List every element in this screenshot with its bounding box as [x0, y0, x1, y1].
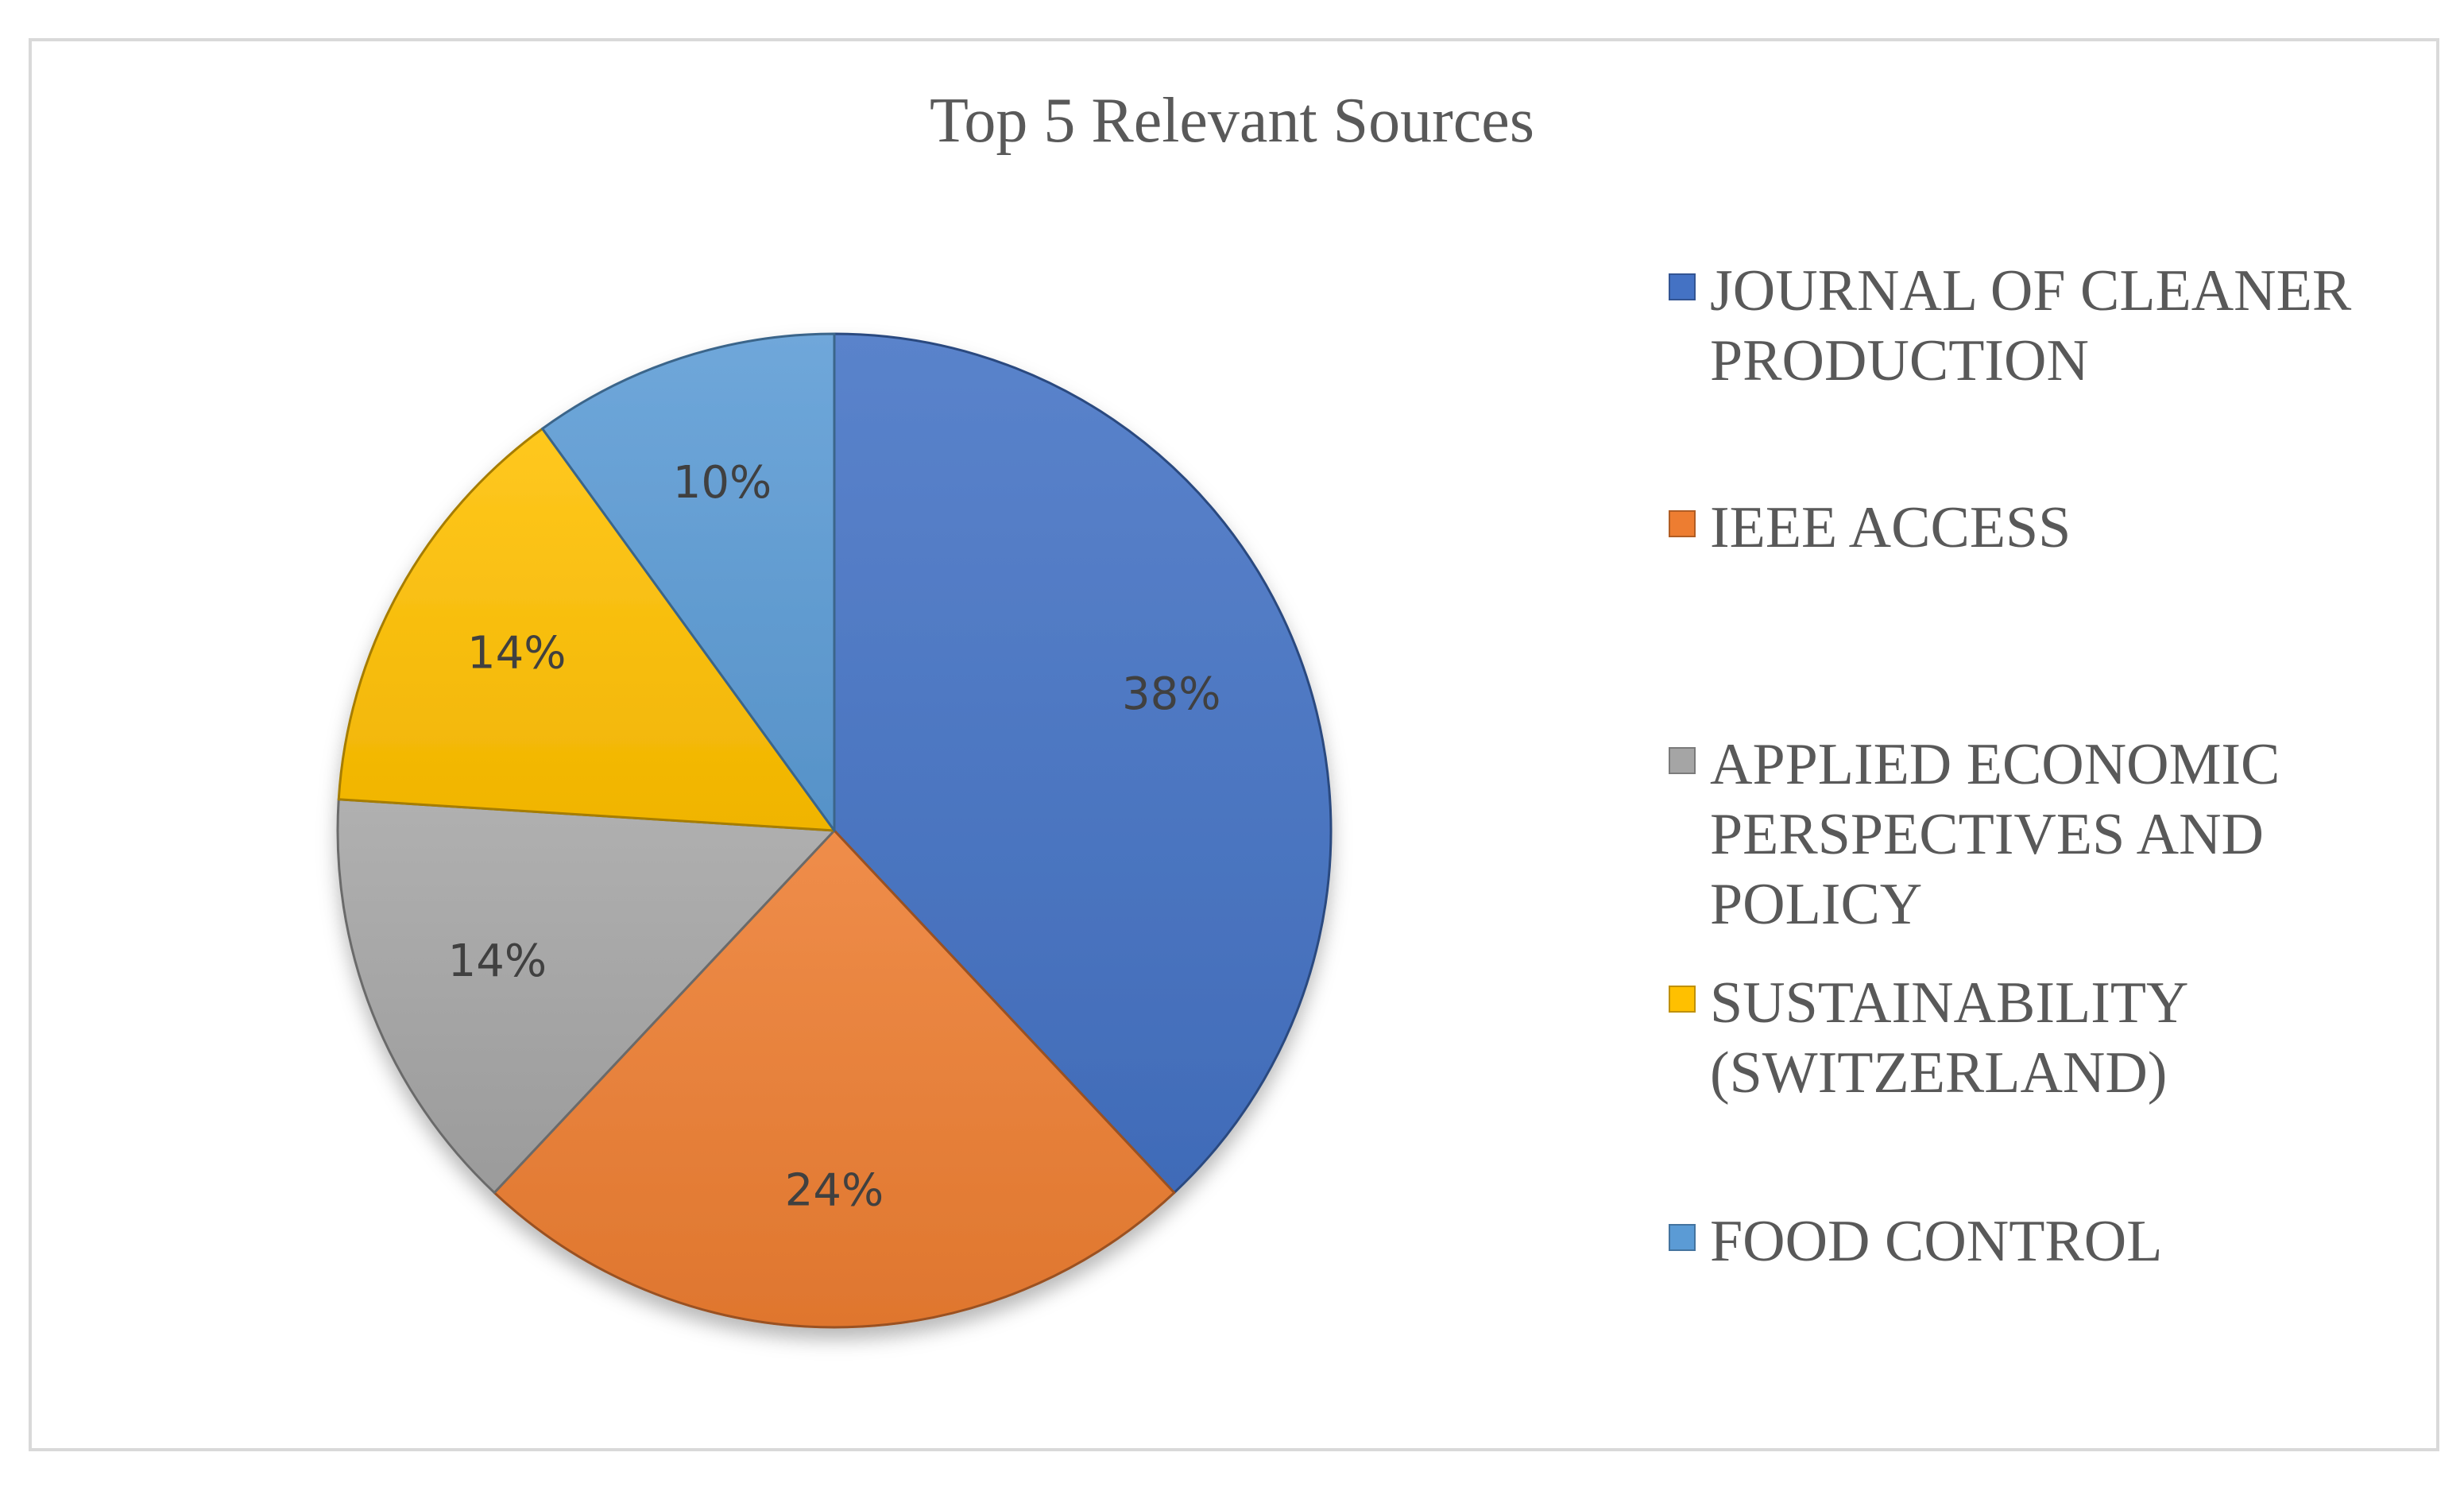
legend: JOURNAL OF CLEANER PRODUCTION IEEE ACCES… [1669, 0, 2431, 1495]
pie-slices [336, 332, 1333, 1329]
legend-swatch [1669, 510, 1696, 537]
slice-data-label: 24% [785, 1164, 884, 1216]
legend-label: FOOD CONTROL [1710, 1209, 2163, 1274]
legend-label: IEEE ACCESS [1710, 495, 2071, 560]
chart-title: Top 5 Relevant Sources [930, 86, 1534, 156]
legend-label: JOURNAL OF CLEANER PRODUCTION [1710, 258, 2352, 393]
legend-swatch [1669, 747, 1696, 774]
slice-data-label: 14% [467, 627, 566, 679]
legend-label: SUSTAINABILITY (SWITZERLAND) [1710, 970, 2187, 1106]
slice-data-label: 38% [1122, 668, 1220, 720]
pie-slice [336, 798, 836, 1195]
legend-swatch [1669, 986, 1696, 1013]
pie-slice [493, 829, 1176, 1329]
pie-slice [541, 332, 836, 832]
slice-data-label: 14% [448, 935, 547, 987]
pie-slice [833, 332, 1333, 1195]
pie-slice [337, 427, 836, 832]
legend-label: APPLIED ECONOMIC PERSPECTIVES AND POLICY [1710, 732, 2280, 937]
slice-data-label: 10% [673, 457, 772, 509]
pie-slice-labels: 38% 24% 14% 14% 10% [448, 457, 1221, 1216]
legend-swatch [1669, 1224, 1696, 1251]
legend-swatch [1669, 273, 1696, 300]
